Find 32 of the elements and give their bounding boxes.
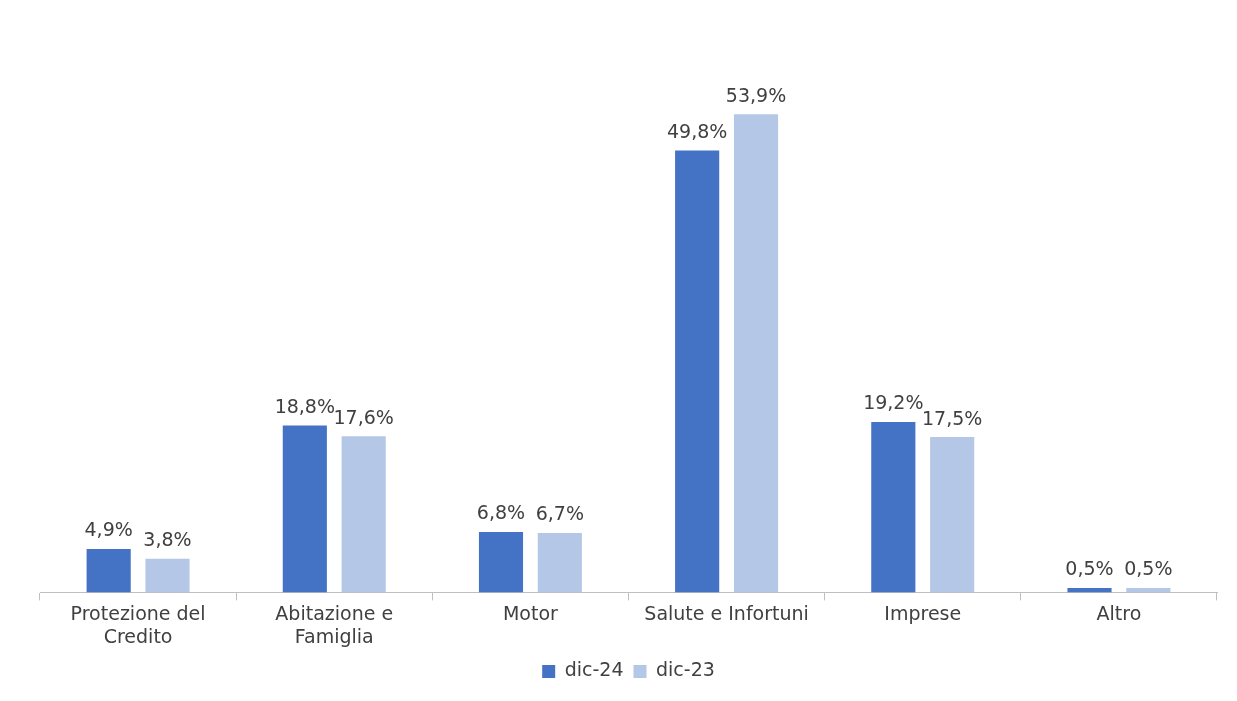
data-label: 49,8% xyxy=(666,119,728,142)
x-tick-label: Abitazione e Famiglia xyxy=(275,601,394,647)
x-tick-label: Salute e Infortuni xyxy=(644,601,809,624)
bar xyxy=(871,422,916,593)
x-tick-label: Altro xyxy=(1096,601,1142,624)
legend-label: dic-23 xyxy=(656,658,715,681)
data-label: 6,7% xyxy=(535,502,584,525)
bar xyxy=(930,437,975,593)
bar xyxy=(675,150,720,593)
x-tick-label: Imprese xyxy=(884,601,962,624)
data-label: 18,8% xyxy=(274,395,335,418)
bar xyxy=(282,425,327,593)
bar xyxy=(733,114,779,593)
data-label: 17,6% xyxy=(333,405,394,428)
bar xyxy=(478,532,524,593)
data-label: 17,5% xyxy=(922,406,983,429)
bar xyxy=(145,558,190,593)
data-label: 0,5% xyxy=(1124,557,1173,580)
data-label: 6,8% xyxy=(476,501,526,524)
bar xyxy=(1067,587,1112,593)
x-tick-label: Protezione del Credito xyxy=(70,601,206,647)
data-label: 19,2% xyxy=(863,391,924,414)
data-label: 53,9% xyxy=(725,83,787,106)
data-label: 3,8% xyxy=(143,528,192,551)
bar xyxy=(341,436,386,593)
bar xyxy=(537,532,582,593)
data-label: 0,5% xyxy=(1065,557,1114,580)
bar xyxy=(1126,587,1171,593)
bar xyxy=(86,548,131,593)
data-label: 4,9% xyxy=(84,518,133,541)
legend-label: dic-24 xyxy=(564,658,624,681)
x-tick-label: Motor xyxy=(502,601,559,624)
